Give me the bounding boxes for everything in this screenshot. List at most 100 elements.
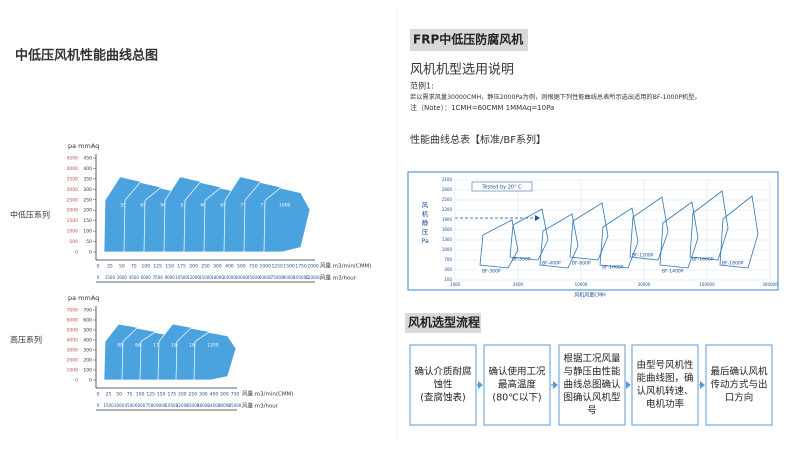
x-tick-label: 50 bbox=[116, 392, 122, 398]
y-tick-label: 500 bbox=[69, 239, 78, 245]
arrow-head bbox=[535, 215, 540, 221]
curve-label: BF-1600P bbox=[692, 257, 714, 263]
curve-label: BF-1200P bbox=[632, 253, 654, 259]
performance-curve bbox=[509, 208, 549, 261]
x-tick-label: 10000 bbox=[575, 282, 588, 287]
process-step: 认风机转速、 bbox=[636, 385, 693, 397]
process-step: (查腐蚀表) bbox=[420, 392, 465, 404]
x-tick-label: 30000 bbox=[235, 275, 248, 280]
x-tick-label: 9000 bbox=[165, 275, 176, 280]
example-label: 范例1: bbox=[410, 81, 434, 91]
x-tick-label: 105000 bbox=[293, 275, 309, 280]
y-tick-label: 3500 bbox=[67, 176, 79, 182]
process-box bbox=[705, 344, 773, 426]
y-tick-label: 1000 bbox=[67, 368, 79, 374]
x-tick-label: 30000 bbox=[218, 403, 231, 408]
y-tick-label: 300 bbox=[83, 187, 92, 193]
performance-curve bbox=[569, 202, 609, 261]
process-box bbox=[558, 344, 626, 426]
y-tick-label: 400 bbox=[83, 166, 92, 172]
x-tick-label: 100 bbox=[141, 264, 150, 270]
y-tick-label: 1000 bbox=[442, 247, 453, 252]
x-tick-label: 1500 bbox=[283, 264, 295, 270]
x-tick-label: 0 bbox=[97, 264, 100, 270]
process-box bbox=[631, 344, 699, 426]
x-tick-label: 75 bbox=[127, 392, 133, 398]
x-tick-label: 500 bbox=[237, 264, 246, 270]
y-tick-label: 1500 bbox=[67, 218, 79, 224]
performance-curve bbox=[629, 196, 669, 261]
process-step: 最后确认风机 bbox=[710, 366, 768, 378]
performance-curve bbox=[719, 195, 759, 269]
y-tick-label: 700 bbox=[444, 257, 452, 262]
example-text: 若以需求风量30000CMH，静压2000Pa为例，则根据下列性能曲线总表所示选… bbox=[410, 93, 701, 101]
x-tick-label: 10500 bbox=[165, 403, 178, 408]
curve-label: BF-300P bbox=[482, 269, 501, 275]
x-tick-label: 125 bbox=[153, 264, 162, 270]
x-tick-label: 400 bbox=[225, 264, 234, 270]
x-axis-label: 风量 m3/min(CMM) bbox=[320, 263, 371, 270]
x-tick-label: 15000 bbox=[186, 403, 199, 408]
note: 注（Note）：1CMH=60CMM 1MMAq=10Pa bbox=[410, 103, 554, 112]
y-tick-label: 4500 bbox=[67, 156, 79, 162]
x-axis-label: 风量 m3/hour bbox=[320, 275, 357, 282]
x-tick-label: 750 bbox=[249, 264, 258, 270]
x-tick-label: 1750 bbox=[295, 264, 307, 270]
x-tick-label: 18000 bbox=[197, 403, 210, 408]
process-step: (80℃以下) bbox=[492, 393, 541, 404]
x-tick-label: 3000 bbox=[114, 403, 125, 408]
x-tick-label: 45000 bbox=[247, 275, 260, 280]
y-tick-label: 1600 bbox=[442, 227, 453, 232]
process-step: 电机功率 bbox=[646, 398, 685, 410]
y-tick-label: 2200 bbox=[442, 207, 453, 212]
x-tick-label: 100000 bbox=[699, 282, 715, 287]
process-step: 与静压由性能 bbox=[563, 366, 621, 378]
x-tick-label: 300 bbox=[199, 392, 208, 398]
x-tick-label: 1250 bbox=[271, 264, 283, 270]
header-bg bbox=[410, 29, 528, 51]
y-tick-label: 0 bbox=[75, 250, 78, 256]
x-axis-label: 风机风量CMH bbox=[574, 292, 606, 299]
y-axis-label: Pa bbox=[421, 237, 429, 245]
process-box bbox=[483, 344, 551, 426]
y-tick-label: 3000 bbox=[67, 187, 79, 193]
arrow-head bbox=[478, 381, 483, 389]
x-tick-label: 0 bbox=[97, 275, 100, 280]
process-step: 能曲线图，确 bbox=[636, 372, 693, 384]
x-tick-label: 400 bbox=[210, 392, 219, 398]
curve-label: 1200 bbox=[207, 343, 219, 349]
x-tick-label: 60000 bbox=[259, 275, 272, 280]
x-tick-label: 175 bbox=[177, 264, 186, 270]
y-tick-label: 0 bbox=[89, 250, 92, 256]
subtitle: 风机机型选用说明 bbox=[410, 63, 514, 78]
chart-frame bbox=[407, 171, 779, 291]
right-header: FRP中低压防腐风机 bbox=[413, 32, 523, 47]
y-tick-label: 4000 bbox=[67, 338, 79, 344]
x-tick-label: 1500 bbox=[103, 403, 114, 408]
y-tick-label: 1300 bbox=[442, 237, 453, 242]
arrow-head bbox=[700, 381, 705, 389]
y-tick-label: 150 bbox=[83, 218, 92, 224]
x-tick-label: 4500 bbox=[129, 275, 140, 280]
process-step: 图确认风机型 bbox=[563, 392, 621, 404]
x-tick-label: 50 bbox=[119, 264, 125, 270]
x-tick-label: 24000 bbox=[223, 275, 236, 280]
y-tick-label: 5000 bbox=[67, 328, 79, 334]
performance-curve bbox=[263, 187, 311, 253]
process-step: 号 bbox=[587, 406, 597, 417]
arrow-head bbox=[626, 381, 631, 389]
y-tick-label: 3100 bbox=[442, 177, 453, 182]
y-tick-label: 0 bbox=[75, 378, 78, 384]
process-bg bbox=[405, 313, 481, 333]
y-tick-label: 100 bbox=[83, 368, 92, 374]
process-step: 最高温度 bbox=[498, 379, 537, 391]
y-tick-label: 400 bbox=[83, 338, 92, 344]
process-title: 风机选型流程 bbox=[408, 315, 480, 330]
x-tick-label: 4500 bbox=[125, 403, 136, 408]
x-tick-label: 200 bbox=[178, 392, 187, 398]
series-label: 高压系列 bbox=[10, 335, 42, 345]
x-tick-label: 25 bbox=[107, 264, 113, 270]
y-tick-label: 250 bbox=[83, 197, 92, 203]
y-tick-label: 600 bbox=[83, 318, 92, 324]
y-tick-label: 350 bbox=[83, 176, 92, 182]
